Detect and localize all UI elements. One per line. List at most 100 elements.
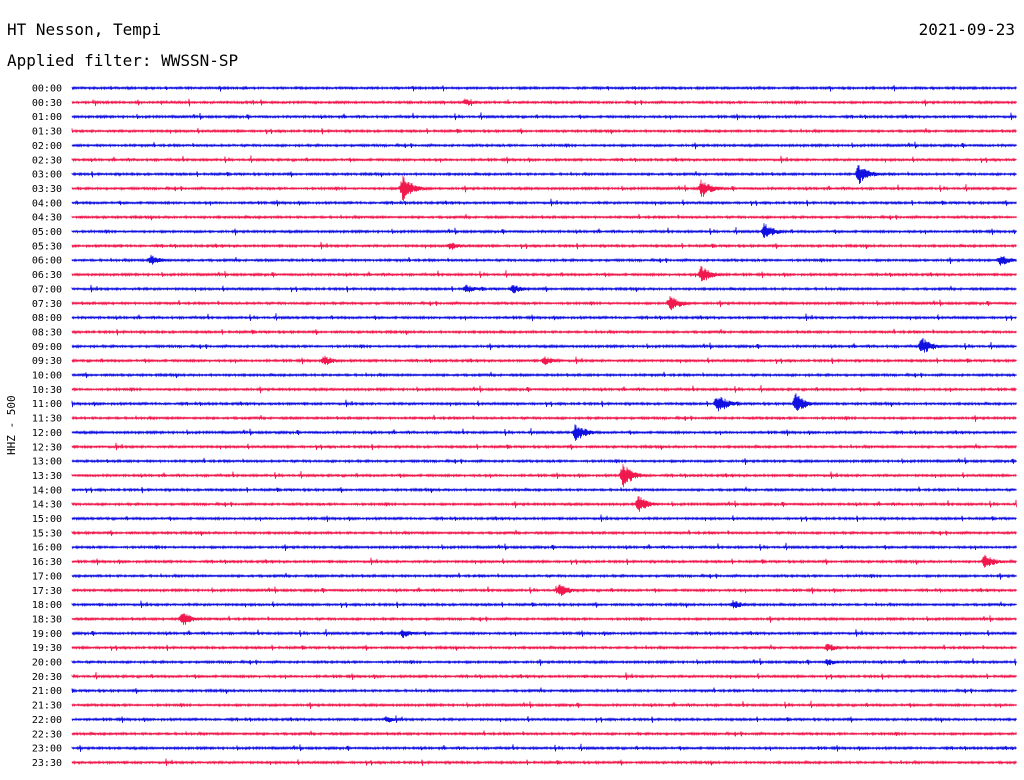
seismic-trace	[71, 496, 1017, 512]
seismic-trace	[71, 424, 1017, 441]
seismic-trace	[71, 613, 1017, 625]
seismic-trace	[71, 572, 1017, 580]
seismic-trace	[71, 442, 1017, 451]
time-tick-label: 06:30	[32, 270, 62, 281]
time-tick-label: 18:00	[32, 600, 62, 611]
time-tick-label: 10:30	[32, 385, 62, 396]
time-tick-label: 01:00	[32, 112, 62, 123]
station-title: HT Nesson, Tempi	[7, 20, 162, 39]
time-tick-label: 04:30	[32, 213, 62, 224]
seismic-trace	[71, 175, 1017, 202]
seismic-trace	[71, 730, 1017, 737]
time-tick-label: 15:00	[32, 514, 62, 525]
time-tick-label: 15:30	[32, 528, 62, 539]
time-tick-label: 00:00	[32, 84, 62, 95]
time-tick-label: 08:30	[32, 327, 62, 338]
seismic-trace	[71, 414, 1017, 422]
seismic-trace	[71, 313, 1017, 322]
time-tick-label: 00:30	[32, 98, 62, 109]
time-tick-label: 13:00	[32, 457, 62, 468]
seismic-trace	[71, 554, 1017, 568]
seismic-trace	[71, 355, 1017, 365]
seismic-trace	[71, 328, 1017, 336]
seismic-trace	[71, 464, 1017, 488]
time-tick-label: 20:00	[32, 658, 62, 669]
seismic-trace	[71, 658, 1017, 666]
date-label: 2021-09-23	[918, 20, 1015, 39]
time-tick-label: 23:30	[32, 758, 62, 769]
time-tick-label: 12:30	[32, 442, 62, 453]
time-tick-label: 11:30	[32, 414, 62, 425]
time-tick-label: 21:00	[32, 686, 62, 697]
time-tick-label: 08:00	[32, 313, 62, 324]
time-tick-label: 10:00	[32, 371, 62, 382]
seismic-trace	[71, 112, 1017, 121]
time-tick-label: 17:30	[32, 586, 62, 597]
time-tick-label: 23:00	[32, 744, 62, 755]
seismic-trace	[71, 393, 1017, 412]
time-tick-label: 14:00	[32, 485, 62, 496]
time-tick-label: 22:00	[32, 715, 62, 726]
seismic-trace	[71, 542, 1017, 552]
time-tick-label: 03:00	[32, 170, 62, 181]
filter-label: Applied filter: WWSSN-SP	[7, 51, 239, 70]
time-tick-label: 17:00	[32, 571, 62, 582]
seismic-trace	[71, 165, 1017, 185]
seismic-trace	[71, 265, 1017, 282]
time-tick-label: 19:30	[32, 643, 62, 654]
time-tick-label: 03:30	[32, 184, 62, 195]
seismic-trace	[71, 687, 1017, 694]
seismic-trace	[71, 141, 1017, 150]
seismic-trace	[71, 529, 1017, 536]
time-tick-label: 16:30	[32, 557, 62, 568]
time-tick-label: 18:30	[32, 614, 62, 625]
seismic-trace	[71, 700, 1017, 709]
seismic-trace	[71, 584, 1017, 597]
seismic-trace	[71, 127, 1017, 135]
time-tick-label: 14:30	[32, 500, 62, 511]
seismic-trace	[71, 296, 1017, 311]
time-tick-label: 12:00	[32, 428, 62, 439]
seismic-trace	[71, 371, 1017, 379]
time-tick-label: 11:00	[32, 399, 62, 410]
seismic-trace	[71, 98, 1017, 107]
seismic-trace	[71, 743, 1017, 752]
time-tick-label: 09:00	[32, 342, 62, 353]
seismic-trace	[71, 384, 1017, 394]
time-tick-label: 21:30	[32, 701, 62, 712]
seismic-trace	[71, 715, 1017, 723]
seismic-trace	[71, 643, 1017, 652]
time-tick-label: 07:30	[32, 299, 62, 310]
seismic-trace	[71, 155, 1017, 164]
time-tick-label: 05:00	[32, 227, 62, 238]
seismic-trace	[71, 600, 1017, 609]
seismic-trace	[71, 758, 1017, 766]
seismic-trace	[71, 241, 1017, 250]
time-tick-label: 13:30	[32, 471, 62, 482]
time-tick-label: 02:30	[32, 155, 62, 166]
time-tick-label: 20:30	[32, 672, 62, 683]
seismic-trace	[71, 213, 1017, 221]
time-tick-label: 06:00	[32, 256, 62, 267]
seismic-trace	[71, 223, 1017, 238]
time-tick-label: 01:30	[32, 127, 62, 138]
time-tick-label: 02:00	[32, 141, 62, 152]
time-tick-label: 05:30	[32, 241, 62, 252]
seismic-trace	[71, 284, 1017, 294]
seismic-trace	[71, 85, 1017, 92]
seismic-trace	[71, 254, 1017, 266]
seismic-trace	[71, 457, 1017, 465]
time-tick-label: 22:30	[32, 729, 62, 740]
seismic-trace	[71, 198, 1017, 207]
seismic-trace	[71, 514, 1017, 523]
seismic-trace	[71, 337, 1017, 353]
seismic-trace	[71, 671, 1017, 680]
seismic-trace	[71, 628, 1017, 639]
time-tick-label: 09:30	[32, 356, 62, 367]
time-tick-label: 16:00	[32, 543, 62, 554]
time-tick-label: 19:00	[32, 629, 62, 640]
seismic-trace	[71, 486, 1017, 494]
time-tick-label: 04:00	[32, 198, 62, 209]
time-tick-label: 07:00	[32, 284, 62, 295]
